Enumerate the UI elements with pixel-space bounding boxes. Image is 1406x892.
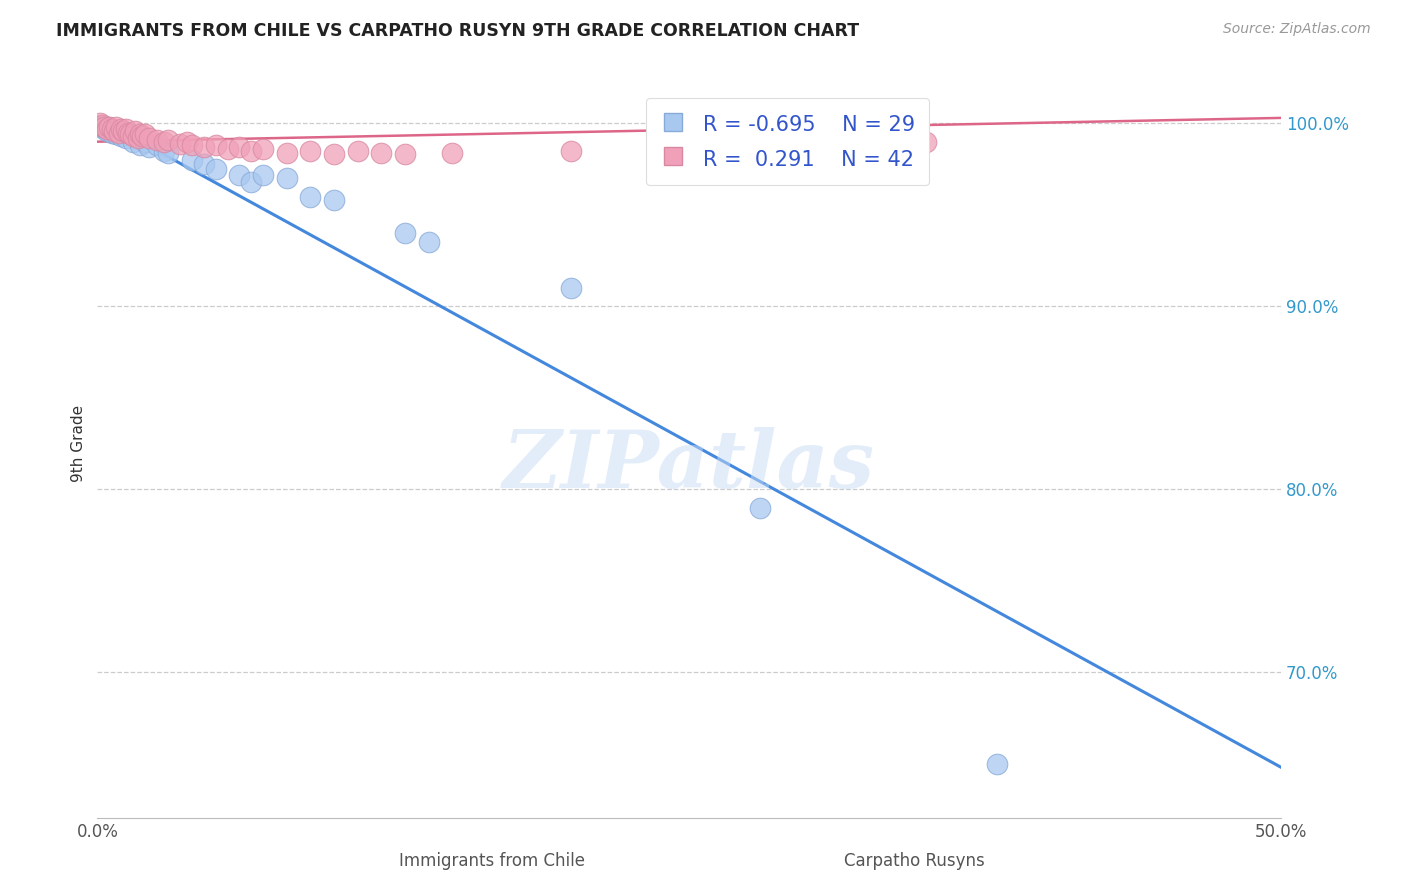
Point xyxy=(176,135,198,149)
Point xyxy=(134,135,156,149)
Point xyxy=(193,140,215,154)
Point xyxy=(441,145,464,160)
Point xyxy=(323,193,346,207)
Point xyxy=(986,756,1008,771)
Point xyxy=(96,121,118,136)
Point xyxy=(121,135,143,149)
Point xyxy=(299,189,322,203)
Point xyxy=(100,126,122,140)
Point xyxy=(105,120,128,134)
Point xyxy=(134,128,156,142)
Point xyxy=(370,145,392,160)
Point xyxy=(98,120,121,134)
Point xyxy=(96,124,118,138)
Point xyxy=(120,128,142,142)
Point xyxy=(749,500,772,515)
Text: Immigrants from Chile: Immigrants from Chile xyxy=(399,852,585,870)
Point xyxy=(117,126,139,140)
Legend: R = -0.695    N = 29, R =  0.291    N = 42: R = -0.695 N = 29, R = 0.291 N = 42 xyxy=(647,98,929,186)
Point xyxy=(276,145,298,160)
Point xyxy=(157,133,180,147)
Point xyxy=(114,121,136,136)
Point xyxy=(107,126,129,140)
Point xyxy=(110,121,132,136)
Point xyxy=(105,128,128,142)
Point xyxy=(152,135,174,149)
Point xyxy=(193,156,215,170)
Point xyxy=(93,121,115,136)
Point xyxy=(299,144,322,158)
Point xyxy=(103,124,125,138)
Point xyxy=(93,120,115,134)
Point xyxy=(100,121,122,136)
Point xyxy=(394,147,416,161)
Point xyxy=(127,131,149,145)
Point xyxy=(124,124,146,138)
Point xyxy=(181,153,204,167)
Point xyxy=(131,129,153,144)
Point xyxy=(129,138,152,153)
Point xyxy=(346,144,368,158)
Point xyxy=(323,147,346,161)
Point xyxy=(110,129,132,144)
Point xyxy=(145,133,167,147)
Point xyxy=(228,168,250,182)
Point xyxy=(560,281,582,295)
Point xyxy=(112,124,135,138)
Point xyxy=(129,128,152,142)
Y-axis label: 9th Grade: 9th Grade xyxy=(72,405,86,482)
Point xyxy=(240,144,263,158)
Point xyxy=(276,171,298,186)
Point xyxy=(240,175,263,189)
Text: Source: ZipAtlas.com: Source: ZipAtlas.com xyxy=(1223,22,1371,37)
Point xyxy=(915,135,938,149)
Point xyxy=(157,145,180,160)
Point xyxy=(418,235,440,250)
Point xyxy=(91,120,114,134)
Point xyxy=(98,120,121,134)
Point xyxy=(91,118,114,132)
Point xyxy=(138,131,160,145)
Point xyxy=(138,140,160,154)
Point xyxy=(181,138,204,153)
Point xyxy=(228,140,250,154)
Point xyxy=(394,226,416,240)
Point xyxy=(560,144,582,158)
Point xyxy=(121,129,143,144)
Point xyxy=(204,138,226,153)
Text: ZIPatlas: ZIPatlas xyxy=(503,427,875,505)
Point xyxy=(152,144,174,158)
Point xyxy=(145,138,167,153)
Text: Carpatho Rusyns: Carpatho Rusyns xyxy=(844,852,984,870)
Point xyxy=(217,142,239,156)
Point xyxy=(204,162,226,177)
Point xyxy=(169,136,191,151)
Point xyxy=(89,116,111,130)
Point xyxy=(114,131,136,145)
Text: IMMIGRANTS FROM CHILE VS CARPATHO RUSYN 9TH GRADE CORRELATION CHART: IMMIGRANTS FROM CHILE VS CARPATHO RUSYN … xyxy=(56,22,859,40)
Point xyxy=(252,142,274,156)
Point xyxy=(252,168,274,182)
